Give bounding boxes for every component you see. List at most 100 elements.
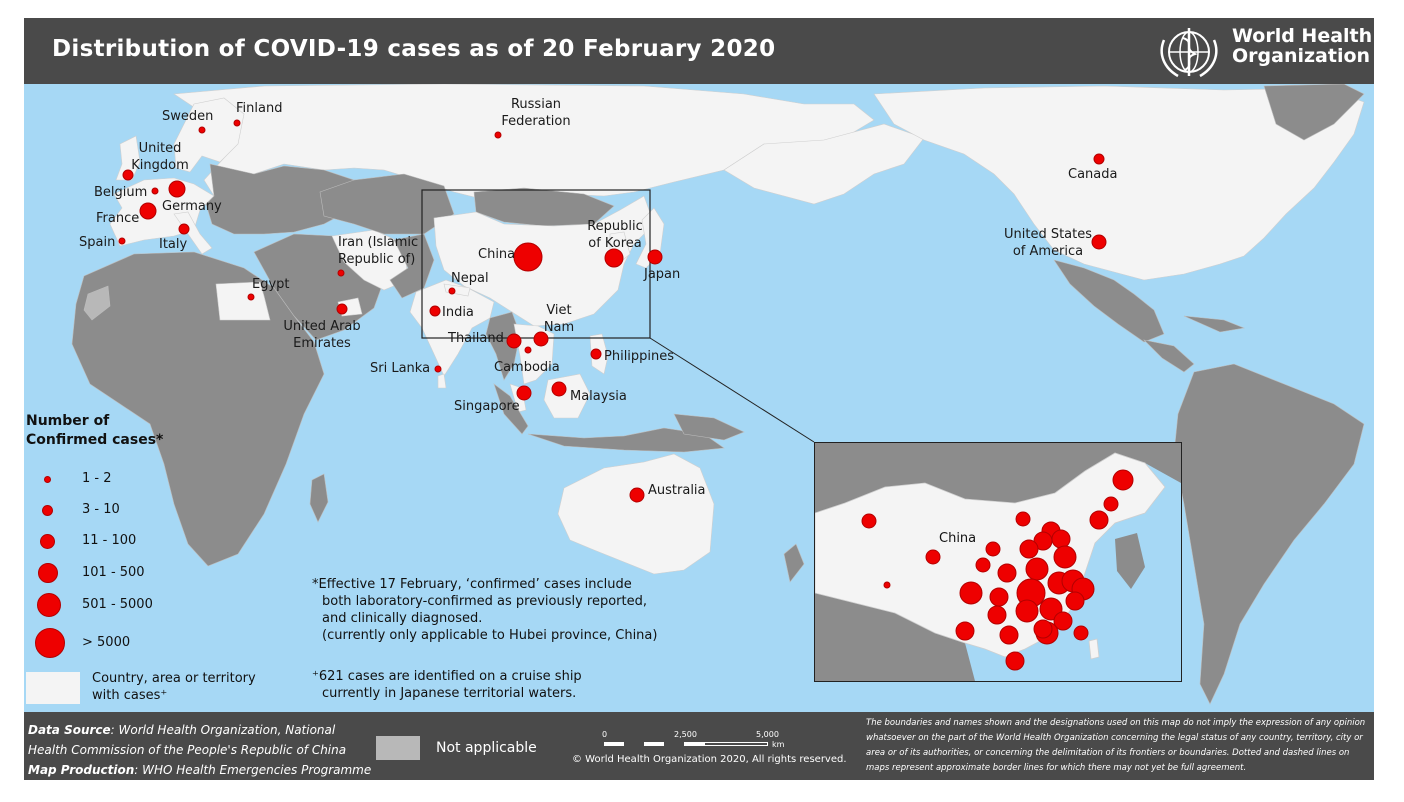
label-nepal: Nepal xyxy=(451,271,489,286)
label-singapore: Singapore xyxy=(454,399,520,414)
source-label: Data Source xyxy=(28,723,111,737)
inset-bubble xyxy=(955,621,975,641)
bubble-japan xyxy=(647,249,663,265)
land-papua xyxy=(673,413,745,441)
world-map xyxy=(71,84,1365,705)
case-bubbles xyxy=(118,119,1107,503)
legend-label-2: 3 - 10 xyxy=(82,502,120,517)
legend-label-with-cases: Country, area or territory with cases⁺ xyxy=(92,671,256,703)
land-srilanka xyxy=(437,373,447,389)
scale-tick-0: 0 xyxy=(602,730,608,739)
bubble-canada xyxy=(1093,153,1105,165)
bubble-nepal xyxy=(448,287,456,295)
bubble-india xyxy=(429,305,441,317)
land-india xyxy=(409,279,495,377)
legend-label-6: > 5000 xyxy=(82,635,131,650)
cruise-ship-note: ⁺621 cases are identified on a cruise sh… xyxy=(312,668,582,702)
inset-bubble xyxy=(1053,545,1077,569)
inset-bubble xyxy=(985,541,1001,557)
who-wordmark: World Health Organization xyxy=(1232,26,1372,66)
inset-bubble xyxy=(1053,611,1073,631)
label-uk: United Kingdom xyxy=(131,141,189,173)
legend-title: Number of Confirmed cases* xyxy=(26,413,164,448)
title-bar: Distribution of COVID-19 cases as of 20 … xyxy=(24,18,1374,84)
legend-row-3: 11 - 100 xyxy=(40,530,240,554)
label-belgium: Belgium xyxy=(94,185,148,200)
copyright-text: © World Health Organization 2020, All ri… xyxy=(572,754,847,765)
label-uae: United Arab Emirates xyxy=(283,319,361,351)
label-usa: United States of America xyxy=(1003,227,1093,259)
bubble-uae xyxy=(336,303,348,315)
land-greenland xyxy=(1263,84,1365,141)
label-iran: Iran (Islamic Republic of) xyxy=(338,235,419,267)
bubble-italy xyxy=(178,223,190,235)
inset-bubble xyxy=(975,557,991,573)
inset-land-korea xyxy=(1115,533,1145,589)
legend-row-4: 101 - 500 xyxy=(38,562,240,586)
land-mexico xyxy=(1053,259,1165,343)
scale-bar-seg-2 xyxy=(664,742,684,746)
label-italy: Italy xyxy=(159,237,188,252)
scale-bar: 0 2,500 5,000 km xyxy=(600,730,790,760)
label-france: France xyxy=(96,211,140,226)
label-china: China xyxy=(478,247,516,262)
bubble-singapore xyxy=(516,385,532,401)
note-line-2: both laboratory-confirmed as previously … xyxy=(322,594,647,609)
inset-bubble xyxy=(1065,591,1085,611)
inset-bubble xyxy=(1033,619,1053,639)
inset-bubble xyxy=(925,549,941,565)
production-label: Map Production xyxy=(28,763,135,777)
note-line-4: (currently only applicable to Hubei prov… xyxy=(322,628,658,643)
inset-bubble xyxy=(861,513,877,529)
bubble-spain xyxy=(118,237,126,245)
label-india: India xyxy=(442,305,474,320)
inset-bubble xyxy=(999,625,1019,645)
scale-bar-seg-1 xyxy=(624,742,644,746)
legend-bubble-2 xyxy=(42,505,53,516)
label-australia: Australia xyxy=(648,483,706,498)
inset-bubble xyxy=(1089,510,1109,530)
map-frame: Distribution of COVID-19 cases as of 20 … xyxy=(24,18,1374,780)
inset-land-south xyxy=(815,593,975,681)
label-germany: Germany xyxy=(162,199,222,214)
disclaimer-text: The boundaries and names shown and the d… xyxy=(866,718,1366,773)
inset-bubble xyxy=(1112,469,1134,491)
bubble-thailand xyxy=(506,333,522,349)
source-credits: Data Source: World Health Organization, … xyxy=(28,720,371,780)
bubble-australia xyxy=(629,487,645,503)
ship-line-2: currently in Japanese territorial waters… xyxy=(322,686,577,701)
source-line-1: Data Source: World Health Organization, … xyxy=(28,720,371,740)
land-australia xyxy=(557,453,715,575)
bubble-uk xyxy=(122,169,134,181)
bubble-vietnam xyxy=(533,331,549,347)
label-thailand: Thailand xyxy=(448,331,504,346)
label-vietnam: Viet Nam xyxy=(543,303,575,335)
production-line: Map Production: WHO Health Emergencies P… xyxy=(28,760,371,780)
bubble-korea xyxy=(604,248,624,268)
label-canada: Canada xyxy=(1068,167,1118,182)
production-text: : WHO Health Emergencies Programme xyxy=(134,763,372,777)
bubble-malaysia xyxy=(551,381,567,397)
label-russia: Russian Federation xyxy=(501,97,571,129)
inset-bubble xyxy=(1025,557,1049,581)
legend-bubble-6 xyxy=(35,628,65,658)
inset-bubble xyxy=(1051,529,1071,549)
land-uk xyxy=(115,135,141,181)
bubble-china xyxy=(513,242,543,272)
note-line-1: *Effective 17 February, ‘confirmed’ case… xyxy=(312,577,632,592)
legend-label-1: 1 - 2 xyxy=(82,471,112,486)
label-japan: Japan xyxy=(644,267,681,282)
label-sweden: Sweden xyxy=(162,109,214,124)
bubble-iran xyxy=(337,269,345,277)
land-afghan-pak xyxy=(389,233,435,299)
inset-bubble xyxy=(997,563,1017,583)
inset-bubble xyxy=(1015,511,1031,527)
label-korea: Republic of Korea xyxy=(587,219,643,251)
who-wordmark-line1: World Health xyxy=(1232,25,1373,47)
scale-tick-5000: 5,000 xyxy=(756,730,779,739)
land-egypt xyxy=(215,281,271,321)
land-madagascar xyxy=(309,473,329,523)
inset-bubbles xyxy=(861,469,1134,671)
bubble-russia xyxy=(494,131,502,139)
legend-row-1: 1 - 2 xyxy=(40,468,240,492)
